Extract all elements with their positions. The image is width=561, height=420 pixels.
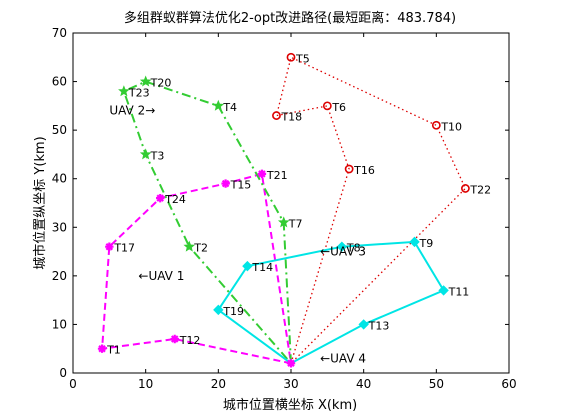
- target-label-t7: T7: [288, 217, 303, 230]
- target-marker-t23: [118, 85, 130, 97]
- annotation-uav-3: ←UAV 3: [320, 245, 366, 259]
- x-tick-label: 0: [69, 377, 77, 391]
- annotation-uav-1: ←UAV 1: [138, 269, 184, 283]
- target-marker-t12: [170, 334, 179, 344]
- target-marker-t8: [336, 241, 348, 252]
- target-marker-t6: [322, 101, 332, 111]
- target-marker-t16: [344, 164, 354, 174]
- y-tick-label: 10: [52, 317, 67, 331]
- chart-title: 多组群蚁群算法优化2-opt改进路径(最短距离：483.784): [124, 10, 456, 26]
- x-axis-label: 城市位置横坐标 X(km): [223, 397, 357, 413]
- target-label-t14: T14: [251, 261, 273, 274]
- target-marker-t11: [438, 285, 449, 296]
- target-marker-t2: [183, 240, 196, 252]
- target-marker-t13: [358, 319, 369, 330]
- target-marker-t18: [272, 111, 281, 120]
- target-label-t20: T20: [150, 77, 172, 90]
- target-label-t2: T2: [193, 242, 208, 255]
- target-label-t3: T3: [150, 149, 165, 162]
- target-label-t5: T5: [295, 52, 310, 65]
- annotation-uav-2: UAV 2→: [109, 104, 155, 118]
- depot-marker: [286, 359, 296, 368]
- target-label-t4: T4: [222, 101, 237, 114]
- target-label-t10: T10: [440, 120, 462, 133]
- target-label-t11: T11: [448, 285, 470, 298]
- route-line-series-4: [216, 240, 446, 365]
- target-label-t1: T1: [106, 344, 121, 357]
- y-tick-label: 70: [52, 26, 67, 40]
- target-marker-t17: [105, 242, 114, 251]
- plot-area: [72, 32, 510, 374]
- target-marker-t9: [409, 236, 420, 248]
- x-tick-label: 10: [138, 377, 153, 391]
- target-label-t12: T12: [179, 334, 201, 347]
- target-marker-t3: [139, 148, 152, 160]
- y-tick-label: 60: [52, 75, 67, 89]
- y-tick-label: 40: [52, 172, 67, 186]
- target-marker-t1: [97, 344, 107, 353]
- annotation-uav-4: ←UAV 4: [320, 351, 366, 365]
- target-marker-t4: [212, 99, 225, 111]
- target-label-t21: T21: [266, 169, 288, 182]
- target-label-t13: T13: [368, 319, 390, 332]
- target-marker-t21: [257, 169, 267, 179]
- target-label-t15: T15: [230, 179, 252, 192]
- x-tick-label: 40: [356, 377, 371, 391]
- target-marker-t7: [277, 216, 290, 228]
- route-line-series-1: [101, 172, 292, 365]
- markers-layer: [97, 52, 470, 368]
- x-tick-label: 30: [283, 377, 298, 391]
- y-tick-label: 30: [52, 220, 67, 234]
- route-line-series-2: [122, 80, 292, 364]
- target-marker-t10: [431, 120, 441, 130]
- target-label-t24: T24: [164, 193, 186, 206]
- target-label-t8: T8: [346, 242, 361, 255]
- target-marker-t20: [139, 75, 152, 87]
- target-label-t19: T19: [222, 305, 244, 318]
- target-marker-t15: [221, 179, 230, 188]
- target-label-t6: T6: [331, 101, 346, 114]
- target-label-t9: T9: [419, 237, 434, 250]
- target-marker-t24: [156, 193, 165, 203]
- target-label-t18: T18: [280, 111, 302, 124]
- y-tick-label: 50: [52, 123, 67, 137]
- target-labels-layer: T1 T2 T3 T4 T5 T6 T7 T8 T9 T10 T11 T12 T13 T14 T15 T16 T…: [106, 52, 491, 356]
- x-tick-label: 60: [501, 377, 516, 391]
- x-tick-label: 20: [211, 377, 226, 391]
- routes-layer: [101, 56, 467, 365]
- target-label-t17: T17: [113, 242, 135, 255]
- x-tick-label: 50: [429, 377, 444, 391]
- target-marker-t22: [460, 184, 470, 193]
- axes-layer: 0 10 20 30 40 50 60 0 10 20 30 40 50 60 70: [52, 26, 517, 391]
- target-label-t22: T22: [469, 183, 491, 196]
- route-line-series-3: [275, 56, 467, 364]
- target-marker-t14: [242, 260, 253, 272]
- target-label-t16: T16: [353, 164, 375, 177]
- y-axis-label: 城市位置纵坐标 Y(km): [32, 136, 48, 269]
- target-marker-t5: [286, 52, 296, 62]
- y-tick-label: 20: [52, 269, 67, 283]
- target-marker-t19: [213, 304, 224, 316]
- y-tick-label: 0: [59, 366, 67, 380]
- target-label-t23: T23: [128, 86, 150, 99]
- annotations-layer: ←UAV 1 UAV 2→ ←UAV 3 ←UAV 4: [109, 104, 366, 366]
